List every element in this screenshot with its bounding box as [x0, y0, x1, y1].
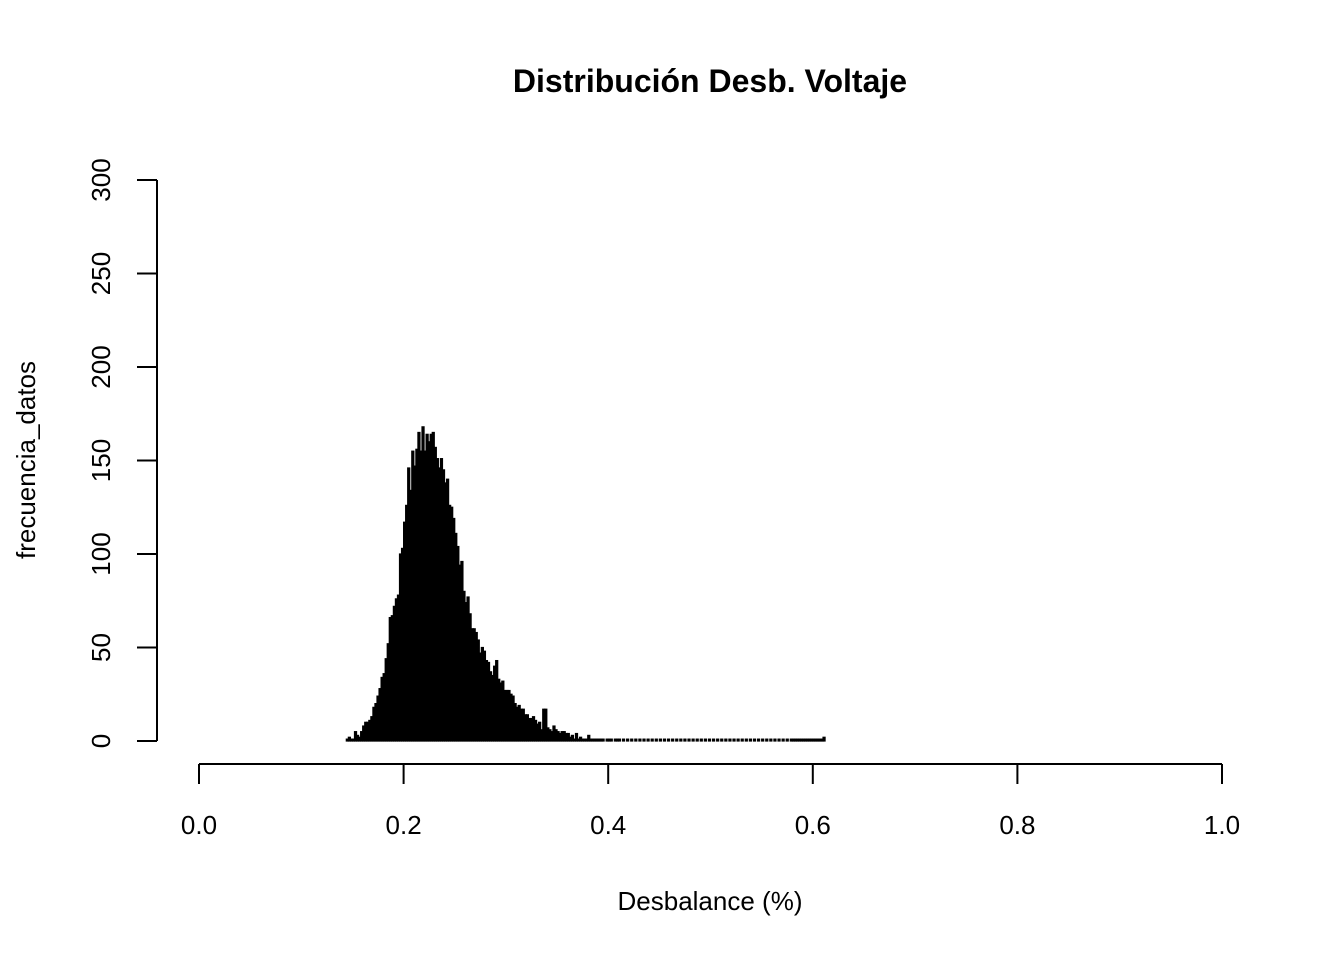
histogram-bar: [662, 738, 667, 742]
histogram-bar: [716, 738, 720, 742]
y-tick-label: 250: [86, 252, 116, 295]
histogram-bar: [691, 738, 695, 742]
histogram-bar: [695, 738, 699, 742]
histogram-bar: [654, 738, 658, 742]
histogram-bar: [765, 738, 769, 742]
histogram-bar: [574, 732, 579, 742]
x-axis-label: Desbalance (%): [618, 886, 803, 916]
histogram-bar: [769, 738, 773, 742]
histogram-bar: [752, 738, 757, 742]
histogram-bar: [679, 738, 683, 742]
histogram-bar: [748, 738, 753, 742]
histogram-bar: [658, 738, 662, 742]
y-tick-label: 200: [86, 345, 116, 388]
histogram-bar: [720, 738, 724, 742]
y-axis-label: frecuencia_datos: [11, 361, 41, 559]
histogram-bar: [587, 734, 591, 742]
histogram-bar: [634, 738, 638, 742]
histogram-bar: [728, 738, 732, 742]
y-tick-label: 100: [86, 532, 116, 575]
x-tick-label: 0.2: [386, 810, 422, 840]
histogram-bar: [756, 738, 761, 742]
histogram-bar: [687, 738, 691, 742]
histogram-bar: [822, 736, 826, 742]
histogram-bar: [609, 738, 613, 742]
histogram-bar: [699, 738, 703, 742]
histogram-bar: [777, 738, 781, 742]
histogram-bar: [683, 738, 687, 742]
histogram-bar: [666, 738, 671, 742]
histogram-bar: [638, 738, 642, 742]
histogram-bar: [736, 738, 740, 742]
x-tick-label: 0.4: [590, 810, 626, 840]
histogram-bar: [711, 738, 716, 742]
histogram-bar: [601, 738, 605, 742]
histogram-bars: [345, 426, 826, 742]
histogram-bar: [781, 738, 785, 742]
histogram-bar: [707, 738, 712, 742]
histogram-bar: [621, 738, 626, 742]
histogram-bar: [617, 738, 622, 742]
y-tick-label: 50: [86, 633, 116, 662]
histogram-bar: [650, 738, 654, 742]
histogram-bar: [570, 734, 575, 742]
histogram-bar: [740, 738, 744, 742]
y-tick-label: 150: [86, 439, 116, 482]
histogram-bar: [630, 738, 634, 742]
x-tick-label: 1.0: [1204, 810, 1240, 840]
chart-title: Distribución Desb. Voltaje: [513, 63, 907, 99]
x-tick-label: 0.0: [181, 810, 217, 840]
histogram-bar: [724, 738, 728, 742]
histogram-bar: [773, 738, 777, 742]
x-tick-label: 0.8: [999, 810, 1035, 840]
histogram-bar: [675, 738, 679, 742]
histogram-bar: [744, 738, 748, 742]
y-tick-label: 0: [86, 734, 116, 748]
histogram-bar: [785, 738, 789, 742]
histogram-bar: [642, 738, 646, 742]
y-axis: 0 50 100 150 200 250 300: [86, 158, 158, 748]
x-axis: 0.0 0.2 0.4 0.6 0.8 1.0: [181, 763, 1240, 840]
histogram-bar: [732, 738, 736, 742]
histogram-bar: [671, 738, 675, 742]
x-tick-label: 0.6: [795, 810, 831, 840]
histogram-bar: [646, 738, 650, 742]
histogram-bar: [703, 738, 708, 742]
histogram-bar: [626, 738, 630, 742]
histogram-bar: [761, 738, 765, 742]
y-tick-label: 300: [86, 158, 116, 201]
histogram-bar: [544, 708, 548, 742]
